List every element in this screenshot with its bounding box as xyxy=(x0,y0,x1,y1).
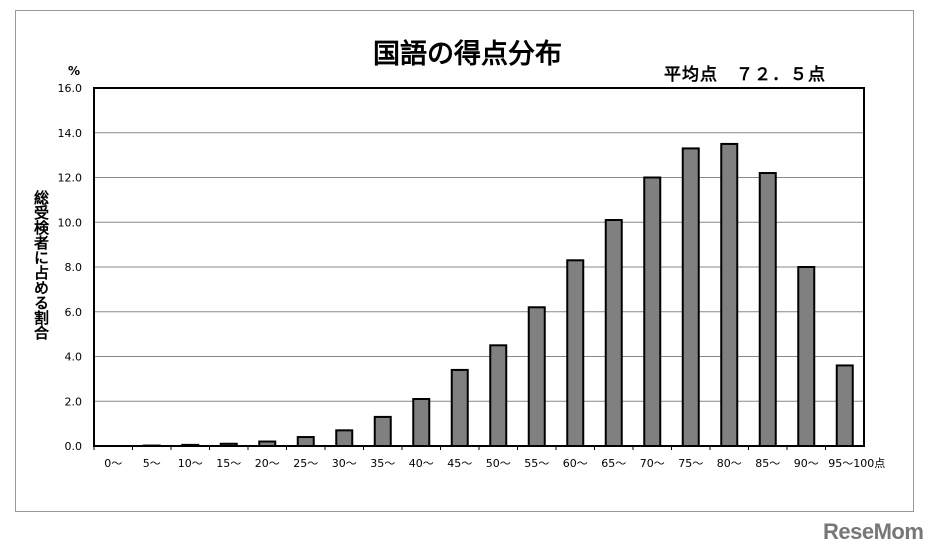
x-tick-label: 60～ xyxy=(563,457,588,470)
plot-area-border xyxy=(93,87,865,447)
bar xyxy=(758,172,777,447)
y-tick-label: 2.0 xyxy=(65,395,83,408)
average-score-annotation: 平均点 ７２．５点 xyxy=(664,65,826,85)
x-tick-label: 45～ xyxy=(447,457,472,470)
y-unit-label: % xyxy=(68,64,81,78)
y-tick-label: 6.0 xyxy=(65,306,83,319)
bar xyxy=(489,344,508,447)
bar xyxy=(450,368,469,447)
x-tick-label: 50～ xyxy=(486,457,511,470)
x-tick-label: 80～ xyxy=(717,457,742,470)
bar xyxy=(412,398,431,448)
chart-frame xyxy=(15,10,914,512)
y-tick-label: 12.0 xyxy=(58,172,83,185)
bar xyxy=(373,415,392,448)
x-tick-label: 0～ xyxy=(104,457,122,470)
bar xyxy=(296,436,315,447)
x-tick-label: 70～ xyxy=(640,457,665,470)
bar xyxy=(835,364,854,448)
x-tick-label: 85～ xyxy=(755,457,780,470)
x-tick-label: 75～ xyxy=(678,457,703,470)
chart-title: 国語の得点分布 xyxy=(373,39,562,70)
bar xyxy=(681,147,700,447)
y-tick-label: 16.0 xyxy=(58,82,83,95)
y-axis-label: 総受検者に占める割合 xyxy=(32,190,50,340)
x-tick-label: 15～ xyxy=(216,457,241,470)
bar xyxy=(527,306,546,447)
y-tick-label: 10.0 xyxy=(58,216,83,229)
bar xyxy=(643,176,662,447)
x-tick-label: 30～ xyxy=(332,457,357,470)
x-tick-label: 20～ xyxy=(255,457,280,470)
x-tick-label: 55～ xyxy=(524,457,549,470)
y-tick-label: 8.0 xyxy=(65,261,83,274)
bar xyxy=(797,266,816,447)
x-tick-label: 90～ xyxy=(794,457,819,470)
y-tick-label: 14.0 xyxy=(58,127,83,140)
resemom-logo: ReseMom xyxy=(823,519,924,544)
bar xyxy=(720,142,739,447)
x-tick-label: 5～ xyxy=(143,457,161,470)
bar xyxy=(566,259,585,447)
x-tick-label: 65～ xyxy=(601,457,626,470)
x-tick-label: 40～ xyxy=(409,457,434,470)
bar xyxy=(604,219,623,447)
x-tick-label: 35～ xyxy=(370,457,395,470)
x-tick-label: 25～ xyxy=(293,457,318,470)
y-tick-label: 0.0 xyxy=(65,440,83,453)
y-tick-label: 4.0 xyxy=(65,351,83,364)
x-tick-label: 10～ xyxy=(178,457,203,470)
x-tick-label: 95～100点 xyxy=(828,457,885,470)
bar xyxy=(335,429,354,447)
